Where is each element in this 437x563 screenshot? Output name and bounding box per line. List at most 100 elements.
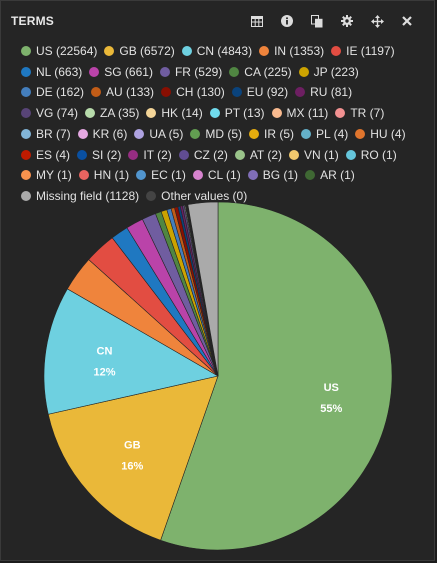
legend-item-ca[interactable]: CA (225) <box>229 62 292 83</box>
legend-item-vn[interactable]: VN (1) <box>289 145 339 166</box>
legend-item-nl[interactable]: NL (663) <box>21 62 82 83</box>
legend-label: HK (14) <box>161 106 203 121</box>
copy-icon[interactable] <box>302 12 332 30</box>
legend-label: CA (225) <box>244 64 292 79</box>
legend-item-other-values[interactable]: Other values (0) <box>146 186 247 207</box>
slice-percent: 12% <box>93 367 115 379</box>
pie-slice-missing-field[interactable] <box>187 201 219 377</box>
legend-item-it[interactable]: IT (2) <box>128 145 172 166</box>
pie-slice-cn[interactable] <box>43 288 219 415</box>
legend-swatch <box>271 108 282 119</box>
legend-swatch <box>159 66 170 77</box>
legend-label: MX (11) <box>286 106 329 121</box>
legend-swatch <box>249 128 260 139</box>
legend-swatch <box>259 46 270 56</box>
legend-item-tr[interactable]: TR (7) <box>335 103 384 124</box>
legend-item-si[interactable]: SI (2) <box>77 145 121 166</box>
slice-percent: 16% <box>121 460 143 472</box>
legend-item-ch[interactable]: CH (130) <box>161 82 225 103</box>
close-icon[interactable] <box>392 12 422 30</box>
gear-icon[interactable] <box>332 12 362 30</box>
legend-item-cn[interactable]: CN (4843) <box>181 41 252 62</box>
legend-item-fr[interactable]: FR (529) <box>159 62 222 83</box>
legend-swatch <box>234 149 245 160</box>
table-icon[interactable] <box>242 12 272 30</box>
legend-swatch <box>331 46 342 56</box>
legend-item-eu[interactable]: EU (92) <box>231 82 288 103</box>
info-icon[interactable] <box>272 12 302 30</box>
legend-swatch <box>77 149 88 160</box>
legend-swatch <box>21 108 31 119</box>
legend-label: ZA (35) <box>100 106 140 121</box>
legend-swatch <box>295 87 306 98</box>
legend-swatch <box>247 170 258 181</box>
slice-label: GB <box>124 439 141 451</box>
legend-label: KR (6) <box>92 126 128 141</box>
legend-item-missing-field[interactable]: Missing field (1128) <box>21 186 139 207</box>
legend-item-au[interactable]: AU (133) <box>91 82 154 103</box>
legend-swatch <box>128 149 139 160</box>
legend-swatch <box>335 108 346 119</box>
legend-item-at[interactable]: AT (2) <box>234 145 282 166</box>
legend-item-mx[interactable]: MX (11) <box>271 103 329 124</box>
legend-item-ar[interactable]: AR (1) <box>305 165 355 186</box>
legend-item-gb[interactable]: GB (6572) <box>104 41 175 62</box>
legend-label: SG (661) <box>104 64 153 79</box>
legend-item-md[interactable]: MD (5) <box>190 124 242 145</box>
legend-label: CL (1) <box>207 168 241 183</box>
legend-item-cl[interactable]: CL (1) <box>192 165 241 186</box>
legend-label: ES (4) <box>36 147 71 162</box>
pie-slice-us[interactable] <box>160 201 393 551</box>
legend-label: TR (7) <box>350 106 385 121</box>
legend-label: UA (5) <box>149 126 184 141</box>
legend-label: NL (663) <box>36 64 83 79</box>
legend-item-pl[interactable]: PL (4) <box>301 124 348 145</box>
legend-swatch <box>21 190 31 201</box>
legend-swatch <box>21 170 31 181</box>
legend-item-br[interactable]: BR (7) <box>21 124 71 145</box>
legend-item-de[interactable]: DE (162) <box>21 82 84 103</box>
legend-swatch <box>305 170 316 181</box>
legend-item-ua[interactable]: UA (5) <box>134 124 183 145</box>
legend-label: HU (4) <box>370 126 406 141</box>
legend-item-ro[interactable]: RO (1) <box>345 145 397 166</box>
legend-item-ru[interactable]: RU (81) <box>295 82 352 103</box>
legend-item-hn[interactable]: HN (1) <box>78 165 129 186</box>
legend-swatch <box>161 87 172 98</box>
panel-toolbar <box>242 12 422 30</box>
legend-label: DE (162) <box>36 85 85 100</box>
pie-slice-gb[interactable] <box>47 375 219 541</box>
legend-label: US (22564) <box>36 44 98 58</box>
legend-item-za[interactable]: ZA (35) <box>85 103 139 124</box>
legend-swatch <box>104 46 115 56</box>
legend-item-us[interactable]: US (22564) <box>21 41 97 62</box>
legend-item-cz[interactable]: CZ (2) <box>178 145 228 166</box>
legend-label: IT (2) <box>143 147 172 162</box>
slice-percent: 55% <box>320 403 342 415</box>
legend-swatch <box>301 128 312 139</box>
legend-item-es[interactable]: ES (4) <box>21 145 70 166</box>
legend-label: BR (7) <box>36 126 71 141</box>
legend-swatch <box>91 87 102 98</box>
legend-item-hk[interactable]: HK (14) <box>146 103 203 124</box>
legend-item-sg[interactable]: SG (661) <box>89 62 153 83</box>
legend-item-hu[interactable]: HU (4) <box>355 124 406 145</box>
legend-item-in[interactable]: IN (1353) <box>259 41 324 62</box>
legend-item-ir[interactable]: IR (5) <box>249 124 294 145</box>
legend-item-pt[interactable]: PT (13) <box>209 103 265 124</box>
legend-swatch <box>181 46 192 56</box>
legend-item-vg[interactable]: VG (74) <box>21 103 78 124</box>
legend-item-kr[interactable]: KR (6) <box>77 124 128 145</box>
move-icon[interactable] <box>362 12 392 30</box>
legend-item-ie[interactable]: IE (1197) <box>331 41 395 62</box>
legend-label: IE (1197) <box>346 44 395 58</box>
legend-item-jp[interactable]: JP (223) <box>298 62 359 83</box>
legend-label: CZ (2) <box>193 147 228 162</box>
legend-item-my[interactable]: MY (1) <box>21 165 72 186</box>
legend-item-ec[interactable]: EC (1) <box>136 165 186 186</box>
legend-item-bg[interactable]: BG (1) <box>247 165 298 186</box>
legend-swatch <box>21 128 31 139</box>
legend-label: SI (2) <box>92 147 122 162</box>
legend-swatch <box>78 170 89 181</box>
